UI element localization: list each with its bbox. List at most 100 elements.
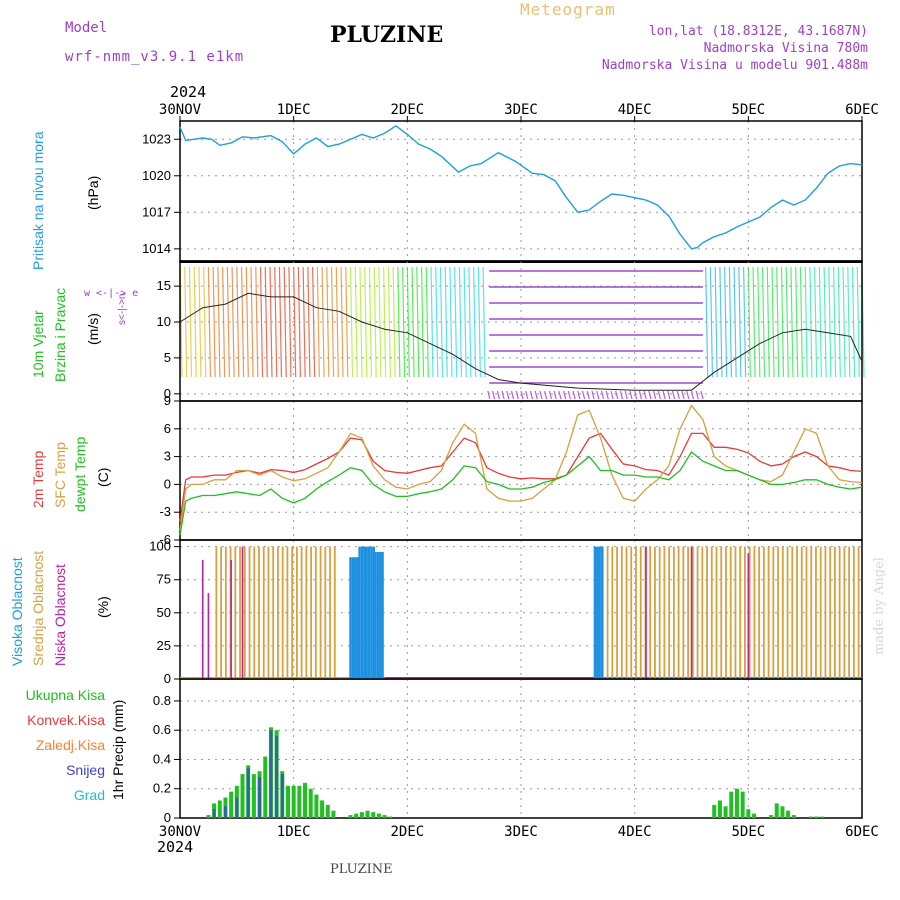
cloud-low-bar (690, 546, 693, 679)
cloud-mid-bar (805, 546, 808, 679)
wind-barb (638, 390, 642, 400)
y-tick-label: 1014 (142, 241, 171, 256)
cloud-mid-bar (224, 546, 227, 679)
wind-barb (184, 266, 188, 378)
cloud-mid-bar (654, 546, 656, 679)
wind-barb (307, 266, 311, 378)
wind-barb (240, 266, 245, 378)
wind-barb (406, 266, 410, 378)
cloud-mid-bar (710, 546, 713, 679)
precip-total-bar (263, 756, 268, 818)
cloud-mid-bar (314, 546, 317, 679)
wind-barb (255, 266, 259, 378)
wind-barb (373, 266, 377, 378)
cloud-high-bar (598, 546, 601, 679)
wind-barb (278, 266, 283, 378)
cloud-mid-bar (819, 546, 822, 679)
wind-barb (293, 266, 297, 378)
meteogram-subtitle: Meteogram (520, 0, 616, 19)
cloud-mid-bar (758, 546, 761, 679)
precip-snow-bar (275, 736, 279, 818)
coords-text: lon,lat (18.8312E, 43.1687N) (648, 24, 868, 39)
cloud-mid-bar (286, 546, 289, 679)
cloud-mid-bar (272, 546, 275, 679)
wind-barb (799, 266, 804, 378)
precip-total-bar (740, 791, 745, 818)
cloud-mid-bar (720, 546, 723, 679)
date-tick-bottom: 6DEC (845, 824, 879, 840)
y-tick-label: 1023 (142, 131, 171, 146)
precip-total-bar (717, 800, 722, 818)
wind-barb (501, 390, 505, 400)
cloud-mid-bar (852, 546, 855, 679)
cloud-mid-bar (791, 546, 794, 679)
precip-total-bar (371, 812, 376, 818)
wind-barb (392, 266, 396, 378)
wind-barb (657, 390, 661, 400)
wind-barb (724, 266, 728, 378)
date-tick-bottom: 5DEC (731, 824, 765, 840)
wind-barb (785, 266, 789, 378)
precip-total-bar (774, 803, 779, 818)
y-tick-label: -6 (159, 532, 171, 547)
cloud-mid-bar (305, 546, 308, 679)
precip-label-conv: Konvek.Kisa (27, 712, 105, 728)
cloud-mid-bar (277, 546, 279, 679)
wind-barb (856, 266, 860, 378)
wind-barb (619, 390, 624, 400)
wind-barb (832, 266, 837, 378)
cloud-mid-bar (748, 546, 751, 679)
precip-total-bar (786, 810, 791, 818)
precip-total-bar (769, 815, 774, 818)
wind-barb (847, 266, 851, 378)
precip-total-bar (734, 788, 739, 818)
cloud-mid-bar (725, 546, 727, 679)
cloud-mid-bar (258, 546, 260, 679)
wind-barb (468, 266, 472, 378)
precip-total-bar (382, 815, 387, 818)
precip-label-total: Ukupna Kisa (25, 687, 105, 703)
cloud-mid-bar (829, 546, 832, 679)
wind-barb (563, 390, 567, 400)
cloud-mid-bar (744, 546, 746, 679)
wind-barb (401, 266, 406, 378)
panel-frame (179, 678, 863, 819)
wind-barb (757, 266, 761, 378)
cloud-mid-bar (220, 546, 223, 679)
cloud-mid-bar (329, 546, 331, 679)
cloud-high-bar (349, 557, 352, 679)
wind-barb (259, 266, 264, 378)
wind-barb (634, 390, 638, 400)
precip-total-bar (729, 791, 734, 818)
y-tick-label: 100 (149, 539, 171, 554)
wind-barb (690, 390, 695, 400)
wind-barb (818, 266, 822, 378)
wind-barb (771, 266, 775, 378)
date-tick-top: 2DEC (390, 102, 424, 118)
cloud-mid-bar (762, 546, 765, 679)
wind-barb (544, 390, 548, 400)
precip-label-snow: Snijeg (66, 762, 105, 778)
wind-barb (288, 266, 292, 378)
precip-total-bar (206, 815, 211, 818)
wind-barb (600, 390, 605, 400)
cloud-mid-bar (777, 546, 779, 679)
cloud-mid-bar (262, 546, 265, 679)
sfc-temp-line (179, 404, 863, 531)
wind-barb (439, 266, 444, 378)
wind-compass-we: w <-|-> e (84, 288, 139, 299)
cloud-mid-bar (706, 546, 708, 679)
precip-total-bar (365, 810, 370, 818)
wind-barb (321, 266, 325, 378)
wind-barb (842, 266, 846, 378)
cloud-mid-bar (772, 546, 775, 679)
wind-barb (378, 266, 382, 378)
precip-total-bar (814, 816, 819, 818)
wind-barb (506, 390, 510, 400)
cloud-mid-bar (810, 546, 813, 679)
date-tick-top: 1DEC (277, 102, 311, 118)
y-tick-label: 0.8 (153, 693, 171, 708)
cloud-mid-bar (781, 546, 784, 679)
wind-barb (198, 266, 202, 378)
